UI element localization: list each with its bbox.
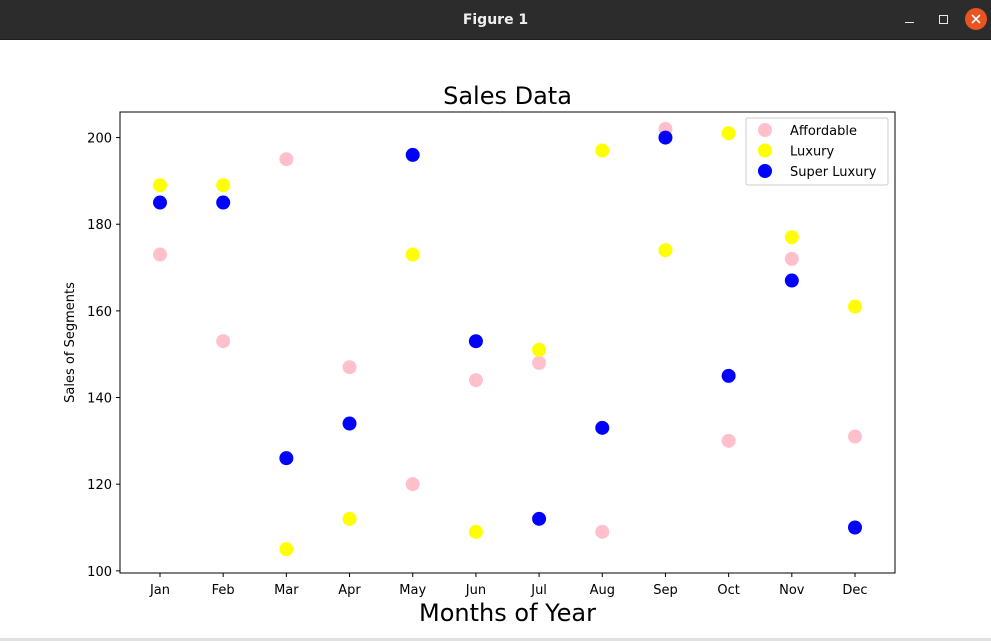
data-point [405,477,420,492]
data-point [153,195,167,210]
y-axis-label: Sales of Segments [63,282,78,403]
data-point [342,511,357,526]
x-tick-label: May [399,583,426,598]
data-point [658,130,673,145]
data-point [595,420,610,435]
data-point [532,511,547,526]
data-point [279,542,294,557]
x-tick-label: Jun [465,583,486,598]
x-tick-label: Jan [149,583,170,598]
window-title: Figure 1 [462,12,529,28]
data-point [721,433,736,448]
x-tick-label: Mar [274,583,299,598]
scatter-chart: Sales Data Jan Feb Mar Apr May Jun Jul Aug Sep Oct… [63,82,896,627]
data-point [848,299,862,314]
x-tick-label: Aug [590,583,615,598]
data-point [405,147,420,162]
data-point [468,524,483,539]
x-tick-label: Oct [717,583,739,598]
data-point [721,368,736,383]
data-point [784,230,799,245]
data-point [784,251,799,266]
data-point [153,247,167,262]
data-point [468,334,483,349]
legend-marker [758,123,772,137]
data-point [405,247,420,262]
legend-label: Super Luxury [790,165,877,180]
y-tick-label: 140 [87,392,112,407]
minimize-button[interactable] [898,8,920,30]
legend-label: Luxury [790,145,835,160]
y-tick-label: 180 [87,218,112,233]
data-point [595,143,610,158]
data-point [216,334,231,349]
data-point [468,373,483,388]
y-tick-label: 160 [87,305,112,320]
chart-title: Sales Data [443,82,572,110]
data-point [342,416,357,431]
legend-label: Affordable [790,124,857,139]
data-point [342,360,357,375]
plot-frame [119,111,896,574]
data-point [848,520,862,535]
x-tick-label: Nov [779,583,805,598]
data-point [532,355,547,370]
window-titlebar[interactable]: Figure 1 [0,0,991,40]
x-tick-label: Jul [530,583,547,598]
maximize-button[interactable] [932,8,954,30]
figure-canvas: Sales Data Jan Feb Mar Apr May Jun Jul Aug Sep Oct… [0,40,991,640]
data-point [279,451,294,466]
x-tick-label: Feb [212,583,235,598]
x-axis-label: Months of Year [419,599,596,627]
x-tick-label: Apr [338,583,361,598]
data-point [532,342,547,357]
data-point [658,243,673,258]
legend-marker [758,143,772,158]
legend-marker [758,164,772,178]
window-bottom-edge [0,638,991,641]
data-point [279,152,294,167]
data-point [153,178,167,193]
y-tick-label: 100 [87,565,112,580]
data-point [721,126,736,141]
data-point [595,524,610,539]
close-icon [971,14,981,24]
data-point [216,178,231,193]
y-tick-label: 200 [87,132,112,147]
data-point [848,429,862,444]
data-point [784,273,799,288]
close-button[interactable] [965,8,987,30]
maximize-icon [938,14,948,24]
legend-box [745,117,889,186]
data-point [216,195,231,210]
minimize-icon [904,21,914,23]
x-tick-label: Dec [842,583,867,598]
y-tick-label: 120 [87,478,112,493]
x-tick-label: Sep [653,583,678,598]
